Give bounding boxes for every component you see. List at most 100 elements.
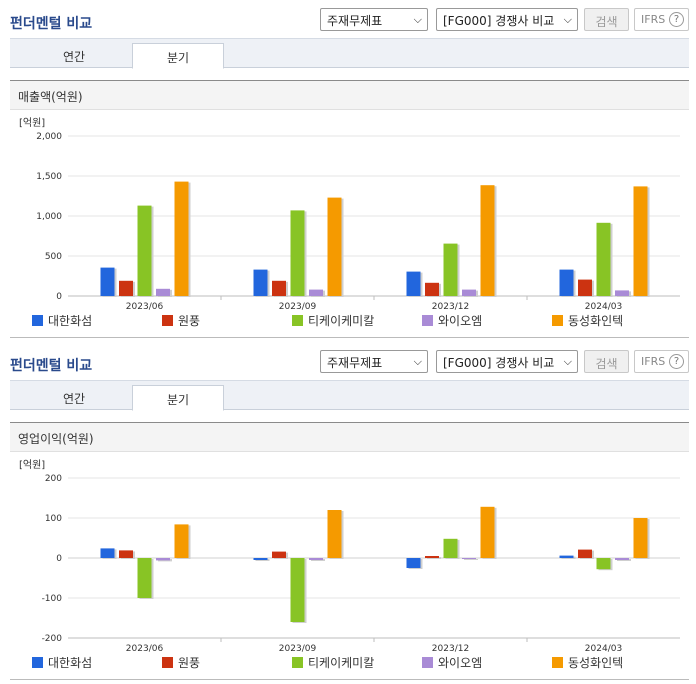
bar-동성화인텍-2023/12 (480, 506, 495, 558)
legend-item[interactable]: 와이오엠 (422, 654, 482, 671)
divider (10, 337, 689, 338)
chevron-down-icon: ⌵ (563, 355, 572, 368)
legend-label: 와이오엠 (438, 656, 483, 670)
tab-quarterly[interactable]: 분기 (132, 385, 224, 411)
period-tabs: 연간 분기 (10, 38, 689, 69)
bar-대한화섬-2023/06 (100, 548, 115, 558)
revenue-bar-chart: [억원] 0 500 1,000 1,500 2,000 2023/06 2023/09 202… (19, 117, 680, 310)
bar-와이오엠-2023/06 (156, 288, 170, 296)
bar-대한화섬-2023/09 (253, 558, 268, 560)
statement-type-select[interactable]: 주재무제표 ⌵ (320, 8, 428, 31)
legend-item[interactable]: 동성화인텍 (552, 654, 623, 671)
bar-와이오엠-2023/12 (462, 558, 476, 559)
y-tick-label: 1,500 (36, 172, 62, 182)
y-tick-label: 500 (45, 252, 62, 262)
panel-header: 펀더멘털 비교 주재무제표 ⌵ [FG000] 경쟁사 비교 ⌵ 검색 IFRS… (0, 342, 696, 380)
legend-item[interactable]: 동성화인텍 (552, 312, 623, 329)
panel-title: 펀더멘털 비교 (10, 358, 93, 374)
bar-동성화인텍-2023/09 (327, 510, 342, 558)
period-tabs: 연간 분기 (10, 380, 689, 411)
legend-item[interactable]: 와이오엠 (422, 312, 482, 329)
bar-티케이케미칼-2023/06 (137, 205, 152, 296)
legend-label: 대한화섬 (48, 314, 93, 328)
bar-대한화섬-2024/03 (559, 555, 574, 558)
peer-group-select[interactable]: [FG000] 경쟁사 비교 ⌵ (436, 350, 578, 373)
tab-annual[interactable]: 연간 (62, 392, 86, 406)
y-tick-label: 100 (45, 514, 62, 524)
bar-동성화인텍-2023/12 (480, 185, 495, 296)
bar-원풍-2023/06 (119, 280, 133, 296)
bar-티케이케미칼-2023/09 (290, 210, 305, 296)
legend-item[interactable]: 티케이케미칼 (292, 654, 374, 671)
bar-원풍-2023/09 (272, 551, 286, 558)
tab-quarterly[interactable]: 분기 (132, 43, 224, 69)
x-tick-label: 2024/03 (585, 302, 622, 310)
legend-item[interactable]: 원풍 (162, 654, 200, 671)
legend-label: 원풍 (178, 314, 201, 328)
bar-티케이케미칼-2023/12 (443, 538, 458, 558)
legend-label: 티케이케미칼 (308, 656, 375, 670)
bar-대한화섬-2024/03 (559, 269, 574, 296)
ifrs-label: IFRS (641, 355, 666, 368)
legend-item[interactable]: 대한화섬 (32, 312, 92, 329)
bar-원풍-2023/06 (119, 550, 133, 558)
ifrs-button[interactable]: IFRS ? (634, 8, 689, 31)
legend-item[interactable]: 원풍 (162, 312, 200, 329)
section-title: 영업이익(억원) (10, 422, 689, 452)
y-tick-label: 200 (45, 474, 62, 484)
statement-type-select[interactable]: 주재무제표 ⌵ (320, 350, 428, 373)
legend-label: 대한화섬 (48, 656, 93, 670)
search-button[interactable]: 검색 (584, 8, 629, 31)
y-axis-unit-label: [억원] (19, 117, 45, 129)
bar-동성화인텍-2024/03 (633, 186, 648, 296)
y-tick-label: -200 (42, 634, 63, 644)
panel-title: 펀더멘털 비교 (10, 16, 93, 32)
peer-group-select[interactable]: [FG000] 경쟁사 비교 ⌵ (436, 8, 578, 31)
x-tick-label: 2023/09 (279, 302, 317, 310)
ifrs-button[interactable]: IFRS ? (634, 350, 689, 373)
bar-동성화인텍-2023/06 (174, 524, 189, 558)
bar-와이오엠-2023/09 (309, 289, 323, 296)
y-axis-unit-label: [억원] (19, 459, 45, 471)
chevron-down-icon: ⌵ (413, 13, 422, 26)
bar-티케이케미칼-2023/09 (290, 558, 305, 622)
help-icon[interactable]: ? (669, 354, 684, 369)
y-tick-label: -100 (42, 594, 63, 604)
bar-와이오엠-2023/06 (156, 558, 170, 561)
x-tick-label: 2023/09 (279, 644, 317, 652)
x-tick-label: 2023/12 (432, 644, 469, 652)
bar-대한화섬-2023/12 (406, 271, 421, 296)
statement-type-value: 주재무제표 (327, 356, 383, 370)
statement-type-value: 주재무제표 (327, 14, 383, 28)
y-tick-label: 2,000 (36, 132, 62, 142)
panel-header: 펀더멘털 비교 주재무제표 ⌵ [FG000] 경쟁사 비교 ⌵ 검색 IFRS… (0, 0, 696, 38)
legend-item[interactable]: 대한화섬 (32, 654, 92, 671)
bar-원풍-2023/12 (425, 556, 439, 558)
tab-annual[interactable]: 연간 (62, 50, 86, 64)
bar-원풍-2023/12 (425, 282, 439, 296)
legend-item[interactable]: 티케이케미칼 (292, 312, 374, 329)
y-tick-label: 1,000 (36, 212, 62, 222)
chevron-down-icon: ⌵ (563, 13, 572, 26)
divider (10, 679, 689, 680)
bar-와이오엠-2024/03 (615, 558, 629, 560)
bar-대한화섬-2023/12 (406, 558, 421, 568)
legend-swatch (32, 657, 43, 668)
legend-swatch (552, 315, 563, 326)
help-icon[interactable]: ? (669, 12, 684, 27)
bar-동성화인텍-2024/03 (633, 518, 648, 558)
x-tick-label: 2023/06 (126, 302, 164, 310)
legend-swatch (422, 657, 433, 668)
bar-티케이케미칼-2023/06 (137, 558, 152, 598)
bar-티케이케미칼-2024/03 (596, 222, 611, 296)
section-title: 매출액(억원) (10, 80, 689, 110)
fundamental-panel-operating-profit: 펀더멘털 비교 주재무제표 ⌵ [FG000] 경쟁사 비교 ⌵ 검색 IFRS… (0, 342, 696, 684)
y-tick-label: 0 (56, 554, 62, 564)
bar-원풍-2024/03 (578, 279, 592, 296)
operating-profit-bar-chart: [억원] -200 -100 0 100 200 2023/06 2023/09 2023/12… (19, 459, 680, 652)
x-tick-label: 2024/03 (585, 644, 622, 652)
bar-티케이케미칼-2023/12 (443, 243, 458, 296)
y-tick-label: 0 (56, 292, 62, 302)
legend-label: 동성화인텍 (568, 314, 624, 328)
search-button[interactable]: 검색 (584, 350, 629, 373)
